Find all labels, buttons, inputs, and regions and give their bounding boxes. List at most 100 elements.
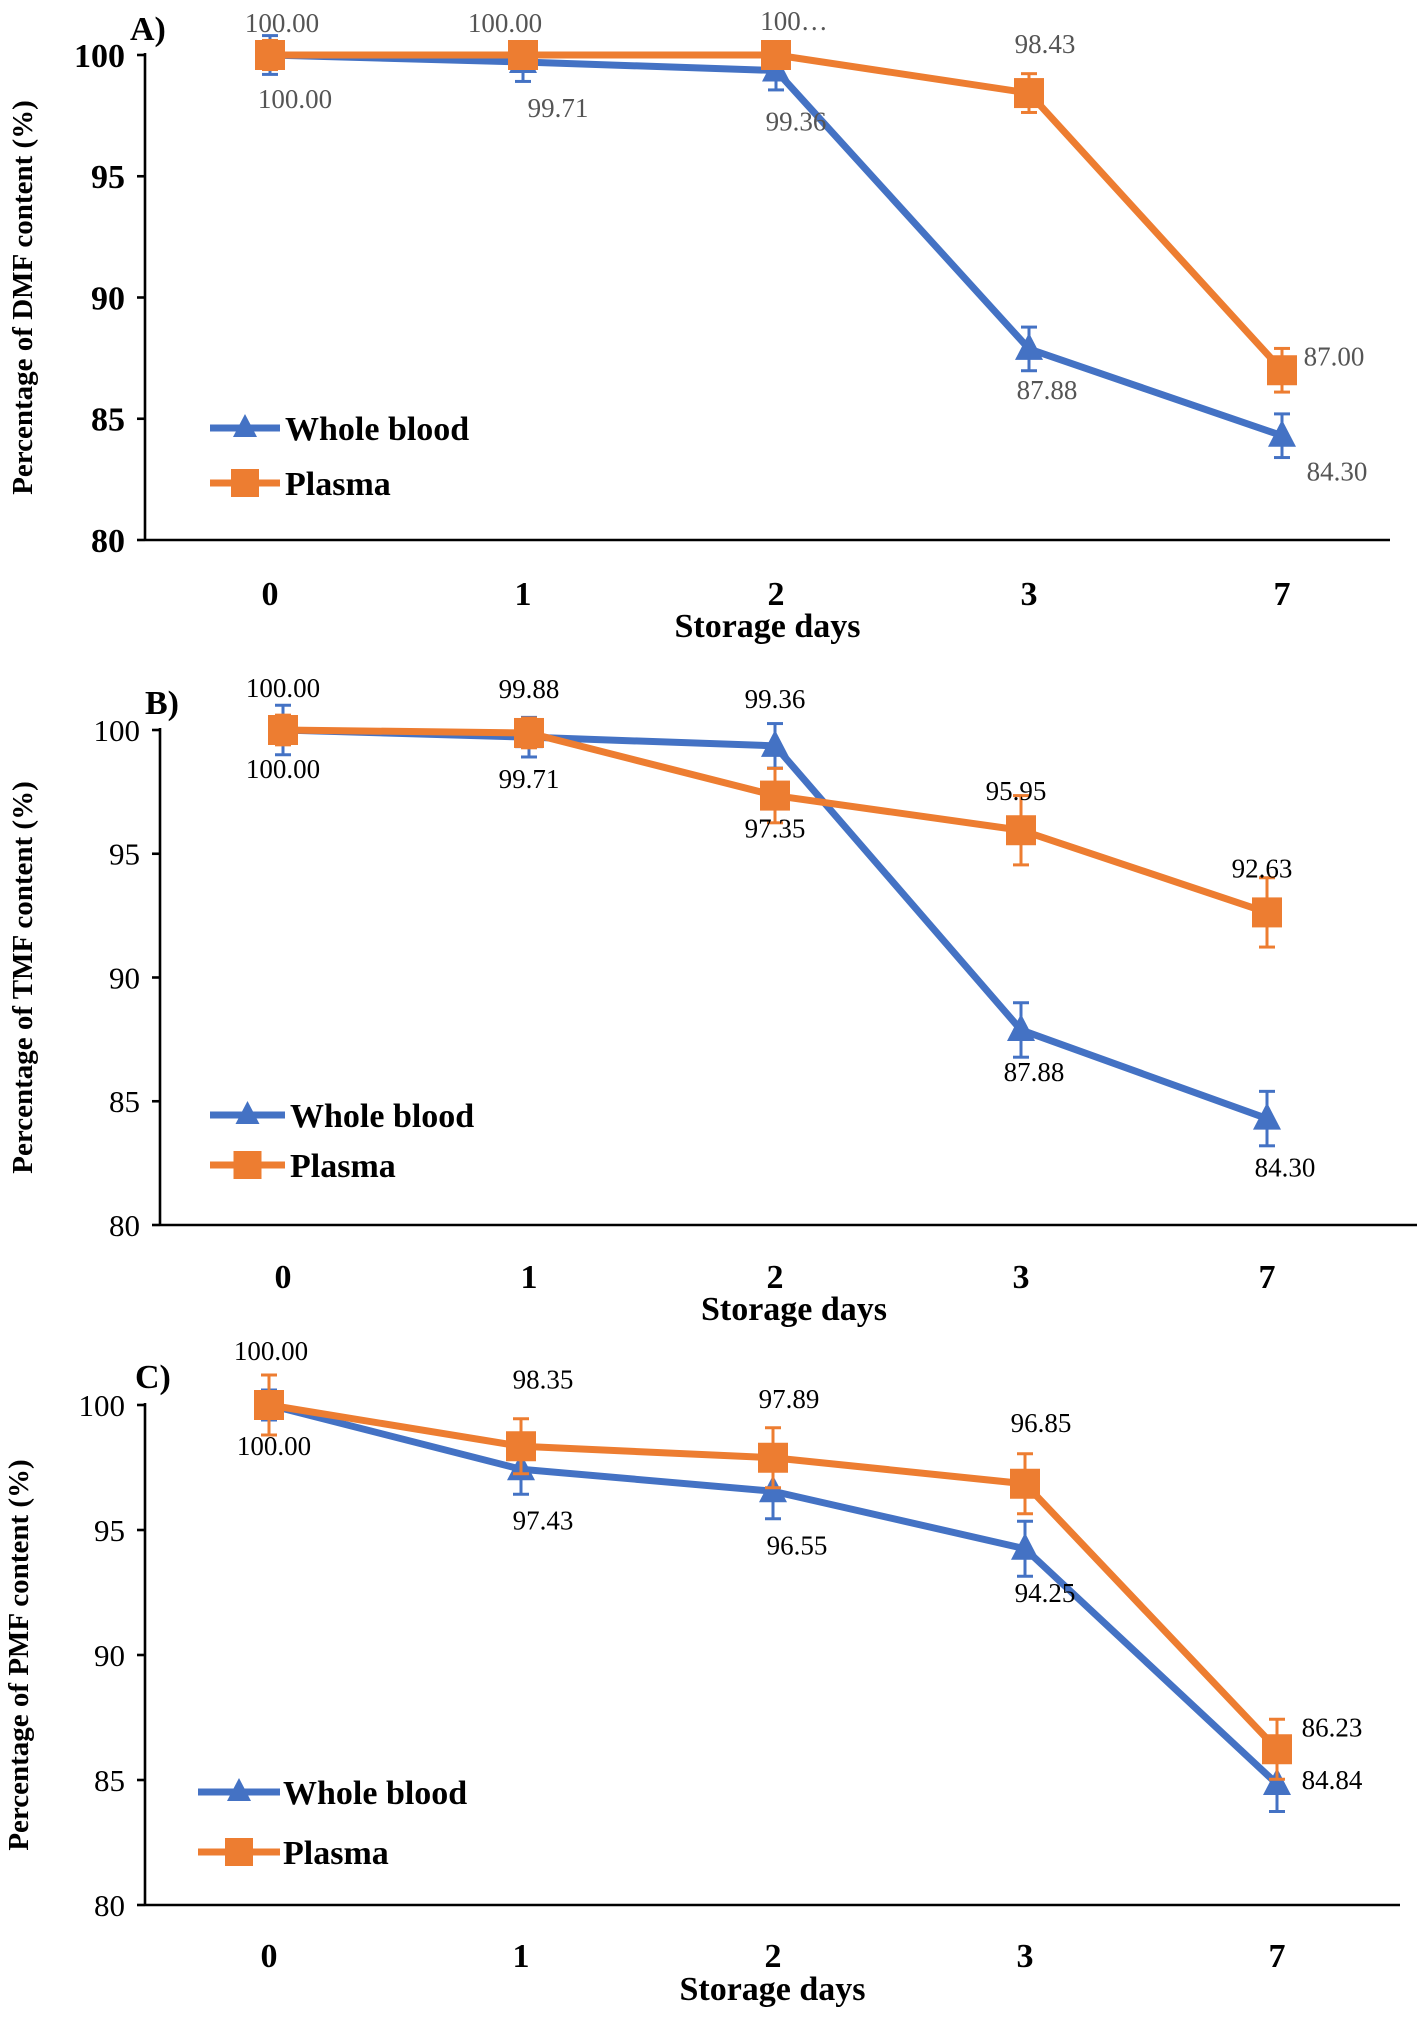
- x-tick-label: 0: [261, 1938, 278, 1975]
- data-point: [255, 40, 285, 70]
- data-label: 98.43: [1015, 29, 1076, 59]
- data-label: 97.43: [513, 1505, 574, 1535]
- x-tick-label: 7: [1269, 1938, 1286, 1975]
- data-point: [1262, 1734, 1292, 1765]
- legend-marker: [225, 1838, 253, 1866]
- data-label: 99.71: [499, 764, 560, 794]
- x-axis-label: Storage days: [701, 1291, 887, 1328]
- panel-label: C): [135, 1359, 171, 1396]
- legend-item-plasma: Plasma: [210, 1148, 396, 1185]
- series-line-plasma: [270, 51, 1285, 373]
- chart-panel-3: 80 85 90 95 100 0 1 2 3 7 Storage days Percentage o…: [3, 1336, 1400, 2008]
- chart-panel-1: 80 85 90 95 100 0 1 2 3 7 Storage days Percentage o…: [7, 6, 1390, 645]
- data-point: [254, 1390, 284, 1420]
- x-tick-label: 3: [1013, 1259, 1030, 1296]
- data-label: 97.35: [745, 814, 806, 844]
- data-label: 99.88: [499, 674, 560, 704]
- x-tick-label: 1: [521, 1259, 538, 1296]
- data-label: 92.63: [1232, 853, 1293, 883]
- data-point: [761, 40, 791, 70]
- data-label: 94.25: [1015, 1578, 1076, 1608]
- data-label: 84.30: [1307, 457, 1368, 487]
- data-label: 100.00: [237, 1431, 311, 1461]
- legend-item-plasma: Plasma: [210, 466, 391, 503]
- data-point: [1006, 815, 1036, 846]
- data-label: 87.88: [1017, 375, 1078, 405]
- y-tick-label: 95: [109, 837, 140, 872]
- x-tick-label: 2: [767, 1259, 784, 1296]
- y-tick-label: 85: [91, 402, 125, 439]
- y-tick-label: 90: [91, 280, 125, 317]
- y-axis-label: Percentage of TMF content (%): [7, 781, 39, 1173]
- data-label: 87.88: [1004, 1057, 1065, 1087]
- panel-label: A): [130, 11, 166, 48]
- data-point: [1267, 355, 1297, 386]
- data-label: 100.00: [246, 754, 320, 784]
- data-label: 98.35: [513, 1364, 574, 1394]
- data-label: 84.30: [1255, 1153, 1316, 1183]
- y-tick-label: 85: [94, 1763, 125, 1798]
- legend-label: Plasma: [283, 1835, 389, 1872]
- data-label: 96.55: [767, 1530, 828, 1560]
- legend-label: Plasma: [290, 1148, 396, 1185]
- data-label: 100.00: [468, 8, 542, 38]
- data-point: [1010, 1468, 1040, 1499]
- y-tick-label: 95: [91, 159, 125, 196]
- data-point: [1268, 419, 1296, 447]
- x-tick-label: 1: [515, 576, 532, 613]
- data-label: 87.00: [1304, 341, 1365, 371]
- x-tick-label: 2: [765, 1938, 782, 1975]
- data-point: [758, 1442, 788, 1473]
- x-tick-label: 2: [768, 576, 785, 613]
- y-axis-label: Percentage of DMF content (%): [7, 100, 39, 495]
- data-point: [761, 729, 789, 757]
- y-tick-label: 95: [94, 1513, 125, 1548]
- y-tick-label: 100: [79, 1388, 126, 1423]
- x-tick-label: 3: [1017, 1938, 1034, 1975]
- x-tick-label: 1: [513, 1938, 530, 1975]
- legend-marker: [235, 1101, 260, 1124]
- legend-item-plasma: Plasma: [198, 1835, 389, 1872]
- legend-item-whole-blood: Whole blood: [198, 1775, 467, 1812]
- legend-marker: [233, 1151, 262, 1179]
- y-tick-label: 85: [109, 1084, 140, 1119]
- data-label: 84.84: [1302, 1765, 1363, 1795]
- legend-item-whole-blood: Whole blood: [210, 411, 469, 448]
- legend-label: Whole blood: [283, 1775, 467, 1812]
- legend-marker: [231, 469, 259, 497]
- data-label: 100.00: [258, 84, 332, 114]
- y-tick-label: 80: [109, 1208, 140, 1243]
- y-tick-label: 100: [74, 38, 125, 75]
- data-point: [1007, 1013, 1035, 1041]
- data-point: [1253, 1102, 1281, 1130]
- y-tick-label: 100: [94, 713, 141, 748]
- data-label: 100.00: [245, 8, 319, 38]
- y-tick-label: 90: [109, 960, 140, 995]
- legend-marker: [233, 414, 257, 437]
- x-tick-label: 7: [1274, 576, 1291, 613]
- data-point: [268, 715, 298, 745]
- data-point: [1015, 332, 1043, 360]
- data-label: 100.00: [234, 1336, 308, 1366]
- legend-label: Whole blood: [285, 411, 469, 448]
- data-label: 95.95: [986, 776, 1047, 806]
- x-tick-label: 0: [275, 1259, 292, 1296]
- data-point: [760, 780, 790, 811]
- data-point: [1263, 1768, 1291, 1795]
- legend-marker: [227, 1778, 251, 1801]
- data-point: [1011, 1532, 1039, 1560]
- data-label: 96.85: [1011, 1408, 1072, 1438]
- data-label: 97.89: [759, 1384, 820, 1414]
- data-point: [1252, 897, 1282, 928]
- data-point: [1014, 78, 1044, 109]
- data-point: [506, 1431, 536, 1462]
- y-tick-label: 80: [94, 1888, 125, 1923]
- data-point: [508, 40, 538, 70]
- data-label: 86.23: [1302, 1712, 1363, 1742]
- legend-label: Whole blood: [290, 1098, 474, 1135]
- x-tick-label: 3: [1021, 576, 1038, 613]
- data-label: 100…: [760, 6, 828, 36]
- data-label: 99.71: [528, 93, 589, 123]
- x-axis-label: Storage days: [679, 1971, 865, 2008]
